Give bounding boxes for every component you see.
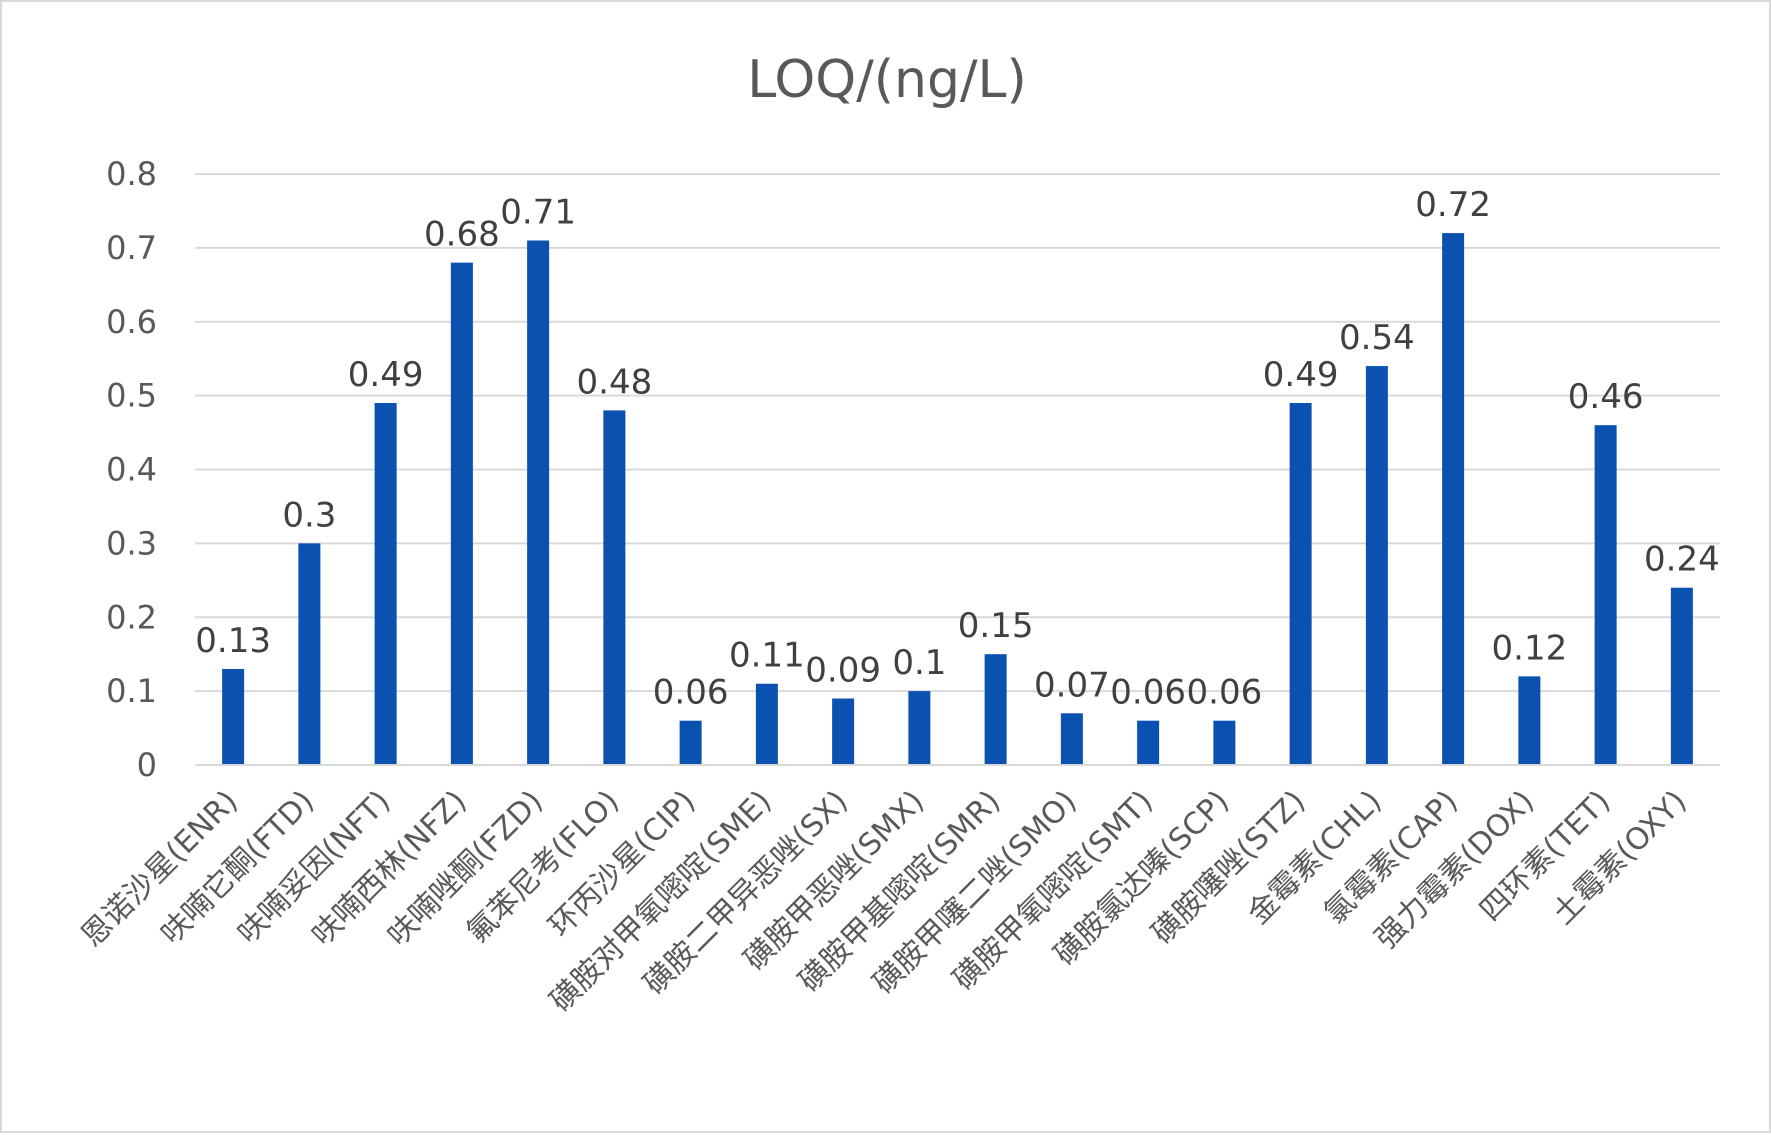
data-label: 0.72 (1415, 185, 1491, 225)
data-label: 0.07 (1034, 665, 1110, 705)
data-label: 0.49 (1263, 355, 1339, 395)
data-label: 0.1 (892, 643, 946, 683)
bar (1594, 425, 1617, 765)
bar (450, 262, 473, 765)
bar (374, 403, 397, 765)
bar (298, 543, 321, 765)
bar (908, 691, 931, 765)
data-label: 0.12 (1492, 628, 1568, 668)
data-label: 0.71 (500, 192, 576, 232)
y-tick-label: 0.1 (106, 672, 157, 710)
data-label: 0.48 (577, 362, 653, 402)
gridlines (195, 173, 1720, 693)
bars (222, 233, 1693, 766)
bar (755, 683, 778, 765)
data-label: 0.54 (1339, 318, 1415, 358)
bar (1137, 720, 1160, 765)
chart-title: LOQ/(ng/L) (747, 50, 1027, 110)
data-label: 0.13 (195, 621, 271, 661)
bar (603, 410, 626, 765)
y-tick-label: 0 (137, 746, 157, 784)
bar (679, 720, 702, 765)
data-label: 0.06 (653, 673, 729, 713)
bar (1289, 403, 1312, 765)
y-tick-label: 0.5 (106, 377, 157, 415)
bar (527, 240, 550, 766)
data-label: 0.15 (958, 606, 1034, 646)
bar (1213, 720, 1236, 765)
y-tick-label: 0.3 (106, 524, 157, 562)
data-label: 0.09 (805, 651, 881, 691)
bar (222, 668, 245, 765)
data-label: 0.06 (1187, 673, 1263, 713)
data-label: 0.46 (1568, 377, 1644, 417)
bar (1518, 676, 1541, 765)
y-tick-label: 0.8 (106, 155, 157, 193)
y-tick-label: 0.4 (106, 451, 157, 489)
data-label: 0.11 (729, 636, 805, 676)
bar (984, 654, 1007, 765)
y-axis-ticks: 0 0.1 0.2 0.3 0.4 0.5 0.6 0.7 0.8 (106, 155, 157, 784)
data-labels: 0.130.30.490.680.710.480.060.11 0.09 0.10.… (195, 185, 1719, 713)
bar (1060, 713, 1083, 765)
bar (1670, 587, 1693, 765)
data-label: 0.49 (348, 355, 424, 395)
data-label: 0.3 (282, 495, 336, 535)
bar (1442, 233, 1465, 766)
bar (1365, 366, 1388, 765)
data-label: 0.06 (1110, 673, 1186, 713)
x-axis-categories: 恩诺沙星(ENR)呋喃它酮(FTD)呋喃妥因(NFT)呋喃西林(NFZ)呋喃唑酮… (75, 784, 1694, 1019)
data-label: 0.24 (1644, 540, 1720, 580)
y-tick-label: 0.6 (106, 303, 157, 341)
y-tick-label: 0.7 (106, 229, 157, 267)
data-label: 0.68 (424, 215, 500, 255)
bar (832, 698, 855, 765)
y-tick-label: 0.2 (106, 598, 157, 636)
